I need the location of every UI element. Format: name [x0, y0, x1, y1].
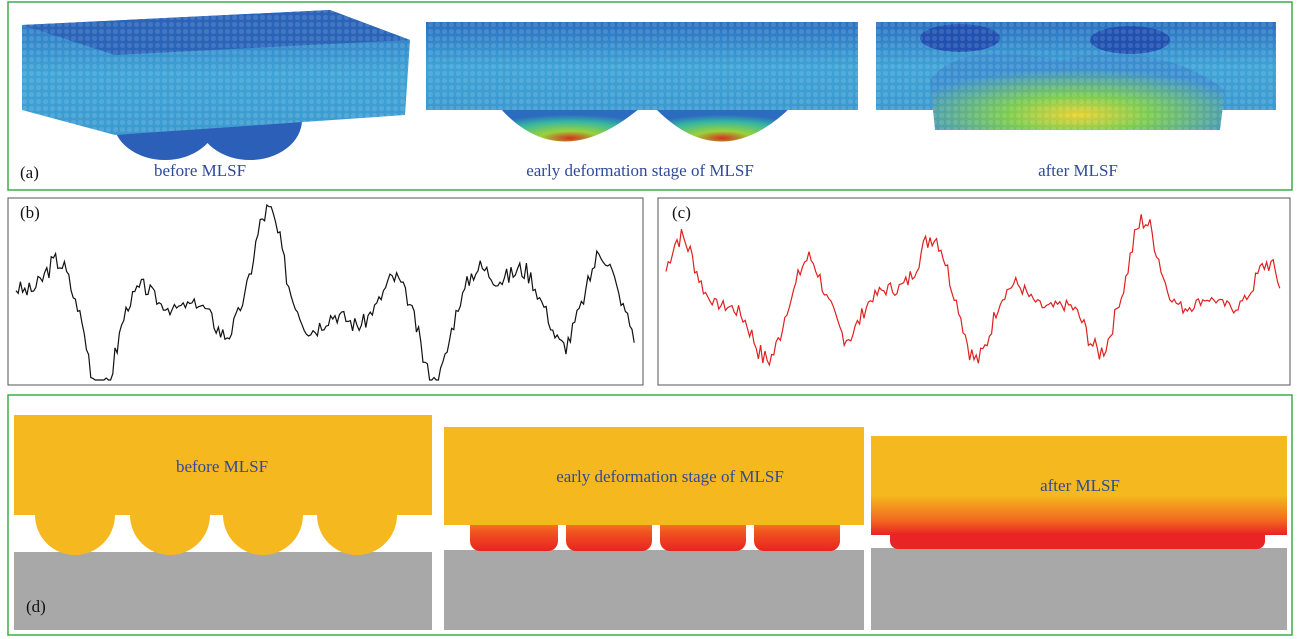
panel-label: (d)	[26, 597, 46, 616]
caption: after MLSF	[1038, 161, 1118, 180]
panel-label: (b)	[20, 203, 40, 222]
panel-d-image-2	[444, 427, 864, 630]
profile-line	[15, 204, 635, 381]
caption: before MLSF	[176, 457, 268, 476]
panel-a-image-3	[876, 22, 1276, 132]
panel-b-frame	[7, 197, 644, 386]
profile-line	[665, 214, 1281, 367]
panel-a-frame	[7, 1, 1293, 191]
caption: early deformation stage of MLSF	[526, 161, 754, 180]
caption: before MLSF	[154, 161, 246, 180]
panel-label: (a)	[20, 163, 39, 182]
panel-a-image-2	[426, 22, 858, 142]
panel-d-frame	[7, 394, 1293, 636]
panel-a-image-1	[22, 10, 410, 160]
panel-d-image-1	[14, 415, 432, 630]
panel-label: (c)	[672, 203, 691, 222]
panel-c-frame	[657, 197, 1291, 386]
caption: early deformation stage of MLSF	[556, 467, 784, 486]
caption: after MLSF	[1040, 476, 1120, 495]
panel-d-image-3	[871, 436, 1287, 630]
